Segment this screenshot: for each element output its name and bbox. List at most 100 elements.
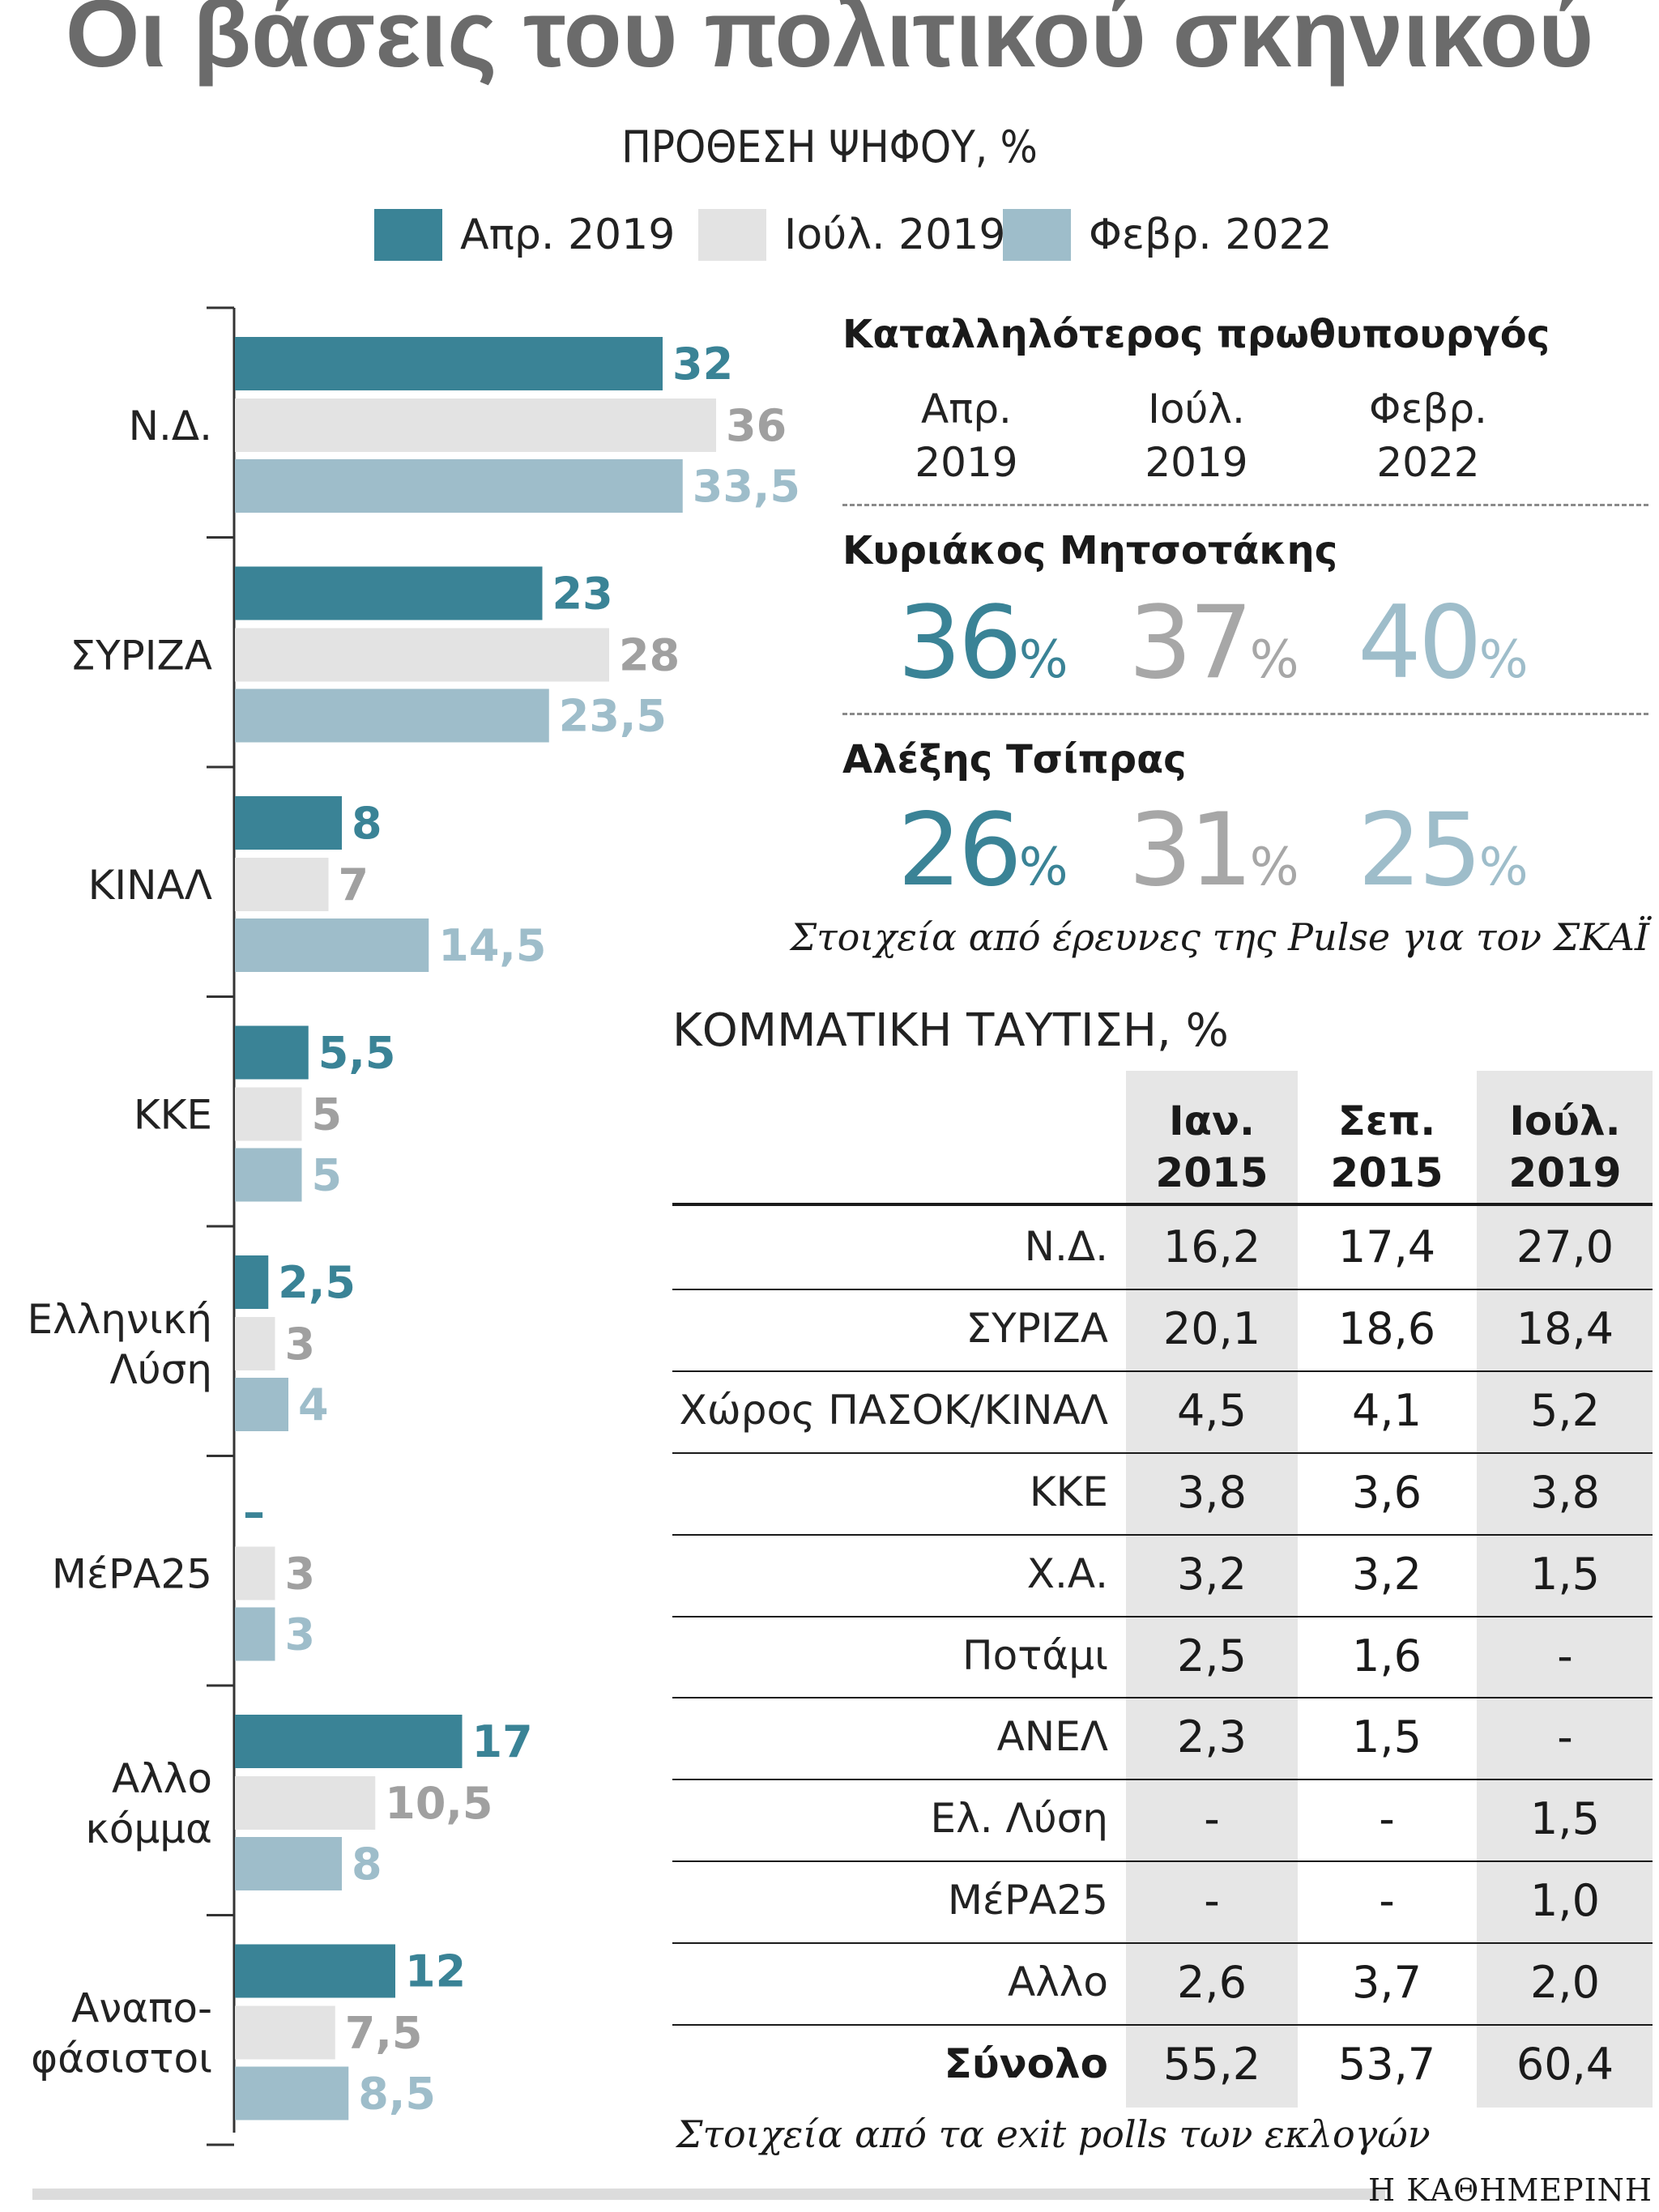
bar-value-label: 8,5: [358, 2069, 436, 2120]
category-label: Αλλο κόμμα: [85, 1755, 212, 1852]
table-cell: 55,2: [1162, 2039, 1261, 2090]
table-cell: -: [1379, 1793, 1395, 1845]
bar-value-label: 23,5: [559, 691, 667, 742]
legend-item-feb2022: Φεβρ. 2022: [1003, 209, 1333, 261]
table-row-rule: [672, 2024, 1653, 2026]
table-column-month: Ιούλ.: [1509, 1097, 1621, 1144]
category-label: ΣΥΡΙΖΑ: [70, 633, 213, 680]
bar: [235, 1944, 395, 1998]
pm-value-feb2022: 25%: [1358, 800, 1601, 901]
table-column-header: Ιούλ. 2019: [1484, 1095, 1646, 1199]
legend: Απρ. 2019 Ιούλ. 2019 Φεβρ. 2022: [0, 209, 1659, 261]
category-label-line: ΚΚΕ: [134, 1092, 212, 1139]
bar-value-label: 36: [726, 400, 787, 451]
bar: [235, 566, 543, 620]
bar-value-label: 14,5: [438, 920, 546, 971]
pm-pct-sign: %: [1478, 837, 1529, 897]
table-column-year: 2015: [1155, 1149, 1269, 1196]
bar: [235, 688, 549, 743]
bar-value-label: 7,5: [345, 2008, 423, 2059]
bar-value-label: 10,5: [385, 1778, 493, 1829]
table-row-label: Ελ. Λύση: [930, 1795, 1108, 1843]
table-cell: 2,6: [1177, 1957, 1247, 2009]
bar-value-label: 3: [285, 1549, 316, 1600]
table-row-rule: [672, 1860, 1653, 1863]
bar-value-label: 8: [352, 798, 382, 849]
table-cell: 5,2: [1530, 1384, 1600, 1436]
table-row-rule: [672, 1942, 1653, 1945]
table-cell: 3,7: [1352, 1957, 1422, 2009]
pm-value-number: 25: [1358, 792, 1482, 909]
table-row-label: Χώρος ΠΑΣΟΚ/ΚΙΝΑΛ: [679, 1386, 1108, 1434]
bar-value-label: –: [243, 1487, 265, 1538]
table-column-year: 2019: [1508, 1149, 1622, 1196]
pm-column-month: Ιούλ.: [1148, 386, 1245, 433]
pm-divider: [842, 713, 1648, 715]
bar: [235, 858, 329, 911]
table-cell: 3,8: [1177, 1466, 1247, 1518]
category-label: Αναπο-φάσιστοι: [31, 1985, 212, 2082]
bar-value-label: 3: [285, 1319, 316, 1370]
table-cell: -: [1379, 1875, 1395, 1927]
pm-value-number: 26: [898, 792, 1022, 909]
table-cell: 27,0: [1516, 1221, 1614, 1272]
footer-bar: [32, 2189, 1385, 2200]
pm-column-header: Φεβρ. 2022: [1331, 382, 1525, 489]
category-label: ΜέΡΑ25: [52, 1551, 212, 1598]
table-cell: 3,2: [1177, 1548, 1247, 1600]
publisher-brand: Η ΚΑΘΗΜΕΡΙΝΗ: [1368, 2172, 1653, 2208]
table-column-header: Σεπ. 2015: [1306, 1095, 1468, 1199]
bar-value-label: 7: [339, 859, 369, 910]
bar: [235, 1087, 302, 1141]
bar: [235, 1715, 463, 1768]
bar-value-label: 5,5: [318, 1028, 396, 1079]
legend-label-feb2022: Φεβρ. 2022: [1089, 211, 1333, 259]
table-column-header: Ιαν. 2015: [1131, 1095, 1293, 1199]
bar: [235, 918, 429, 972]
legend-label-jul2019: Ιούλ. 2019: [784, 211, 1006, 259]
category-label-line: Αναπο-: [71, 1985, 212, 2032]
bar: [235, 796, 342, 850]
table-column-year: 2015: [1330, 1149, 1444, 1196]
table-row-label: Αλλο: [1008, 1958, 1108, 2006]
bar-value-label: 2,5: [278, 1257, 356, 1308]
pm-value-number: 31: [1128, 792, 1253, 909]
category-label-line: κόμμα: [85, 1805, 212, 1852]
pm-pct-sign: %: [1249, 837, 1299, 897]
bar: [235, 628, 609, 682]
table-cell: 2,0: [1530, 1957, 1600, 2009]
bar: [235, 1837, 342, 1890]
table-cell: 1,0: [1530, 1875, 1600, 1927]
category-label: ΚΚΕ: [134, 1092, 212, 1139]
pm-value-feb2022: 40%: [1358, 593, 1601, 693]
pm-value-number: 40: [1358, 585, 1482, 701]
table-row-rule: [672, 1533, 1653, 1536]
category-label-line: Ν.Δ.: [129, 403, 212, 450]
category-label-line: Αλλο: [112, 1755, 212, 1802]
pm-source-note: Στοιχεία από έρευνες της Pulse για τον Σ…: [790, 915, 1649, 959]
legend-swatch-jul2019: [698, 209, 766, 261]
category-label-line: Λύση: [109, 1346, 212, 1393]
table-source-note: Στοιχεία από τα exit polls των εκλογών: [676, 2112, 1431, 2156]
legend-label-apr2019: Απρ. 2019: [460, 211, 676, 259]
bar: [235, 459, 683, 513]
bar: [235, 1317, 275, 1370]
bar-value-label: 28: [619, 630, 680, 681]
table-row-label: Ν.Δ.: [1024, 1223, 1108, 1270]
bar: [235, 337, 663, 390]
category-label: Ν.Δ.: [129, 403, 212, 450]
table-row-rule: [672, 1615, 1653, 1617]
legend-item-jul2019: Ιούλ. 2019: [698, 209, 1005, 261]
bar: [235, 1546, 275, 1600]
table-cell: -: [1557, 1630, 1573, 1681]
pm-value-number: 36: [898, 585, 1022, 701]
pm-value-jul2019: 31%: [1128, 800, 1371, 901]
legend-swatch-feb2022: [1003, 209, 1071, 261]
table-column-month: Ιαν.: [1168, 1097, 1255, 1144]
pm-column-year: 2019: [915, 439, 1018, 486]
table-cell: 1,5: [1352, 1711, 1422, 1763]
table-cell: 3,2: [1352, 1548, 1422, 1600]
bar-value-label: 3: [285, 1609, 316, 1660]
table-cell: 4,1: [1352, 1384, 1422, 1436]
